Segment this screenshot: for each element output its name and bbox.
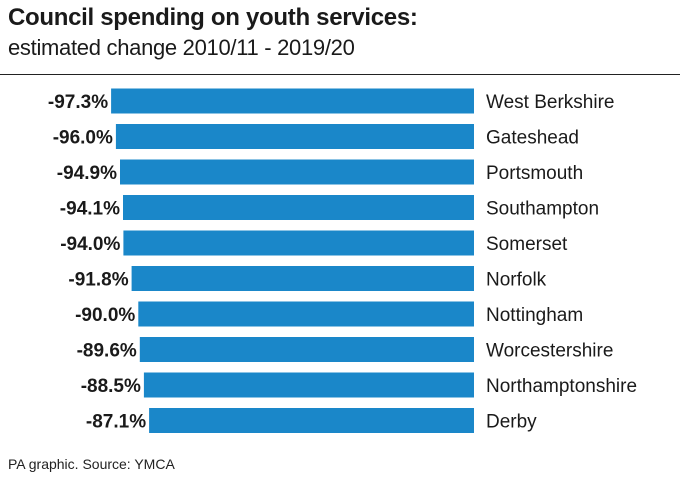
value-label: -91.8% bbox=[68, 270, 128, 291]
bar-nottingham bbox=[138, 301, 475, 327]
bar-northamptonshire bbox=[143, 372, 474, 398]
bar-gateshead bbox=[115, 124, 475, 149]
bar-norfolk bbox=[131, 266, 474, 291]
value-label: -88.5% bbox=[81, 376, 141, 397]
category-label: West Berkshire bbox=[486, 92, 614, 113]
chart-title: Council spending on youth services: bbox=[8, 4, 418, 31]
category-label: Gateshead bbox=[486, 128, 579, 149]
title-divider bbox=[0, 74, 680, 75]
category-label: Nottingham bbox=[486, 305, 583, 326]
value-label: -97.3% bbox=[48, 92, 108, 113]
bar-derby bbox=[149, 408, 474, 433]
value-label: -89.6% bbox=[77, 341, 137, 362]
value-label: -94.1% bbox=[60, 199, 120, 220]
bar-somerset bbox=[123, 230, 475, 256]
value-label: -87.1% bbox=[86, 412, 146, 433]
category-label: Northamptonshire bbox=[486, 376, 637, 397]
bar-worcestershire bbox=[139, 337, 475, 362]
value-label: -90.0% bbox=[75, 305, 135, 326]
bar-southampton bbox=[123, 195, 474, 220]
chart-subtitle: estimated change 2010/11 - 2019/20 bbox=[8, 35, 355, 60]
category-label: Norfolk bbox=[486, 270, 547, 291]
bar-west-berkshire bbox=[111, 88, 474, 114]
category-label: Portsmouth bbox=[486, 163, 583, 184]
value-label: -96.0% bbox=[53, 128, 113, 149]
category-label: Southampton bbox=[486, 199, 599, 220]
value-label: -94.0% bbox=[60, 234, 120, 255]
source-note: PA graphic. Source: YMCA bbox=[8, 456, 175, 472]
value-label: -94.9% bbox=[57, 163, 117, 184]
category-label: Derby bbox=[486, 412, 537, 433]
category-label: Worcestershire bbox=[486, 341, 613, 362]
bar-portsmouth bbox=[120, 159, 474, 185]
category-label: Somerset bbox=[486, 234, 568, 255]
